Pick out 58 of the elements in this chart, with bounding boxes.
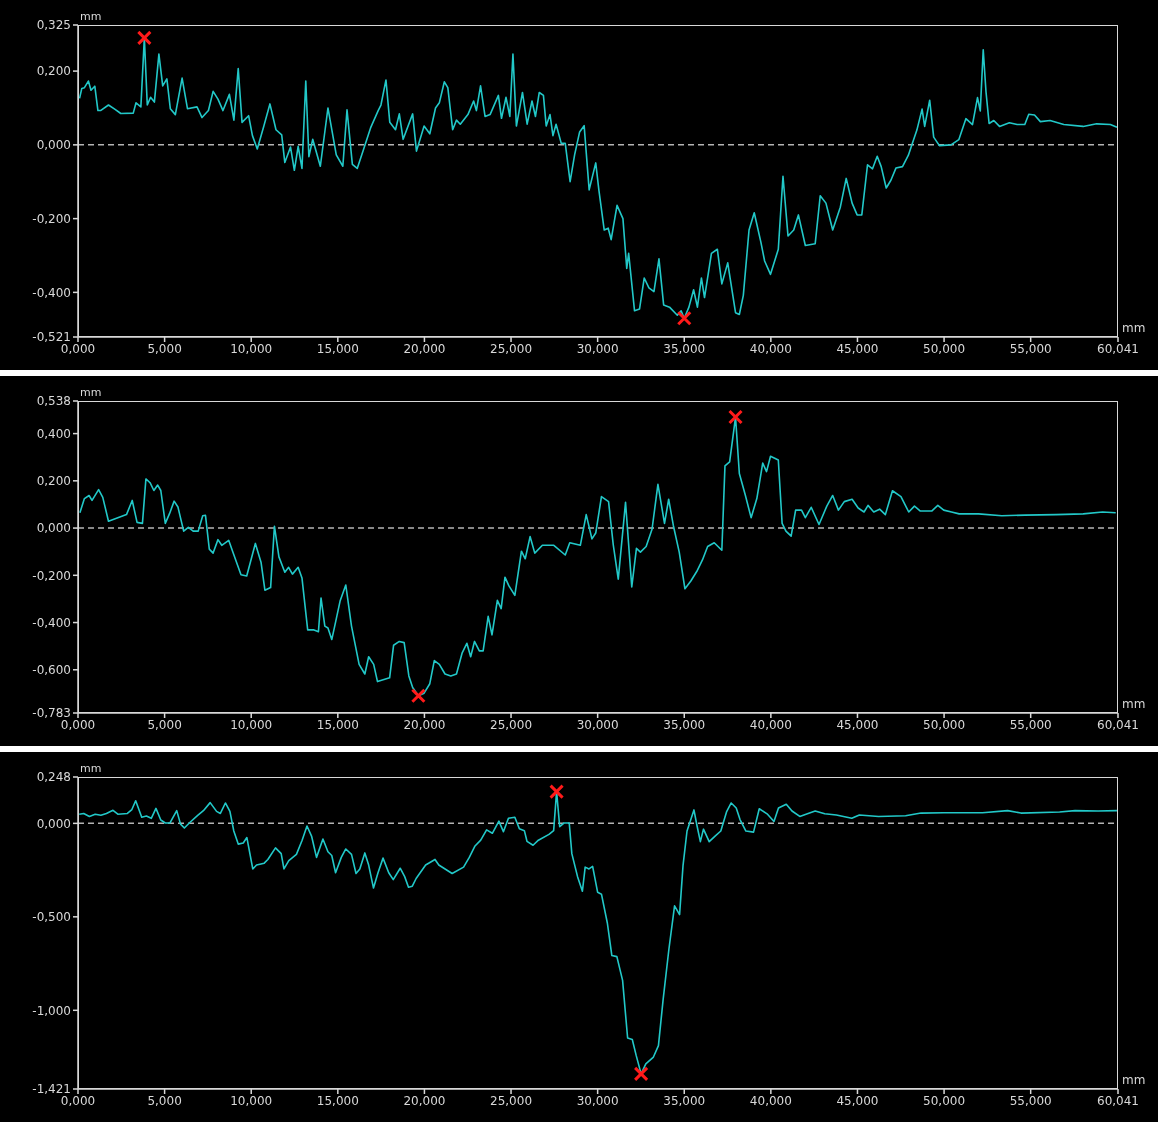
x-tick-label: 55,000	[1009, 1093, 1052, 1108]
x-tick-label: 50,000	[923, 717, 966, 732]
x-tick-label: 45,000	[836, 1093, 879, 1108]
x-tick-label: 60,041	[1097, 341, 1139, 356]
y-tick-label: -0,600	[32, 663, 71, 678]
y-tick-label: 0,000	[36, 521, 71, 536]
x-tick-label: 35,000	[663, 717, 706, 732]
x-tick-label: 5,000	[147, 341, 182, 356]
x-tick-label: 30,000	[576, 717, 619, 732]
x-tick-label: 35,000	[663, 341, 706, 356]
y-tick-label: 0,200	[36, 64, 71, 79]
x-tick-label: 60,041	[1097, 1093, 1139, 1108]
x-tick-label: 20,000	[403, 341, 446, 356]
x-tick-label: 10,000	[230, 341, 273, 356]
x-axis-title: mm	[1122, 1073, 1146, 1087]
x-tick-label: 15,000	[316, 341, 359, 356]
y-tick-label: -0,200	[32, 568, 71, 583]
y-tick-label: 0,200	[36, 474, 71, 489]
y-tick-label: 0,000	[36, 816, 71, 831]
x-tick-label: 20,000	[403, 1093, 446, 1108]
y-tick-label: -0,400	[32, 285, 71, 300]
x-axis-title: mm	[1122, 697, 1146, 711]
x-tick-label: 15,000	[316, 1093, 359, 1108]
x-tick-label: 60,041	[1097, 717, 1139, 732]
y-tick-label: 0,400	[36, 426, 71, 441]
y-axis-title: mm	[80, 10, 102, 23]
y-axis-title: mm	[80, 762, 102, 775]
y-tick-label: -0,500	[32, 910, 71, 925]
x-tick-label: 35,000	[663, 1093, 706, 1108]
x-tick-label: 45,000	[836, 341, 879, 356]
y-tick-label: -1,000	[32, 1003, 71, 1018]
y-tick-label: 0,248	[36, 770, 71, 785]
x-tick-label: 30,000	[576, 341, 619, 356]
x-tick-label: 55,000	[1009, 341, 1052, 356]
x-tick-label: 10,000	[230, 1093, 273, 1108]
y-tick-label: -0,400	[32, 615, 71, 630]
y-tick-label: 0,000	[36, 138, 71, 153]
x-tick-label: 30,000	[576, 1093, 619, 1108]
x-tick-label: 50,000	[923, 1093, 966, 1108]
x-tick-label: 25,000	[490, 341, 533, 356]
x-tick-label: 40,000	[749, 341, 792, 356]
y-tick-label: -0,200	[32, 211, 71, 226]
x-axis-title: mm	[1122, 321, 1146, 335]
x-tick-label: 40,000	[749, 717, 792, 732]
x-tick-label: 5,000	[147, 1093, 182, 1108]
y-tick-label: 0,325	[36, 18, 71, 33]
x-tick-label: 15,000	[316, 717, 359, 732]
x-tick-label: 55,000	[1009, 717, 1052, 732]
x-tick-label: 25,000	[490, 717, 533, 732]
x-tick-label: 50,000	[923, 341, 966, 356]
x-tick-label: 45,000	[836, 717, 879, 732]
x-tick-label: 20,000	[403, 717, 446, 732]
y-axis-title: mm	[80, 386, 102, 399]
x-tick-label: 10,000	[230, 717, 273, 732]
x-tick-label: 5,000	[147, 717, 182, 732]
x-tick-label: 25,000	[490, 1093, 533, 1108]
x-tick-label: 40,000	[749, 1093, 792, 1108]
y-tick-label: 0,538	[36, 394, 71, 409]
